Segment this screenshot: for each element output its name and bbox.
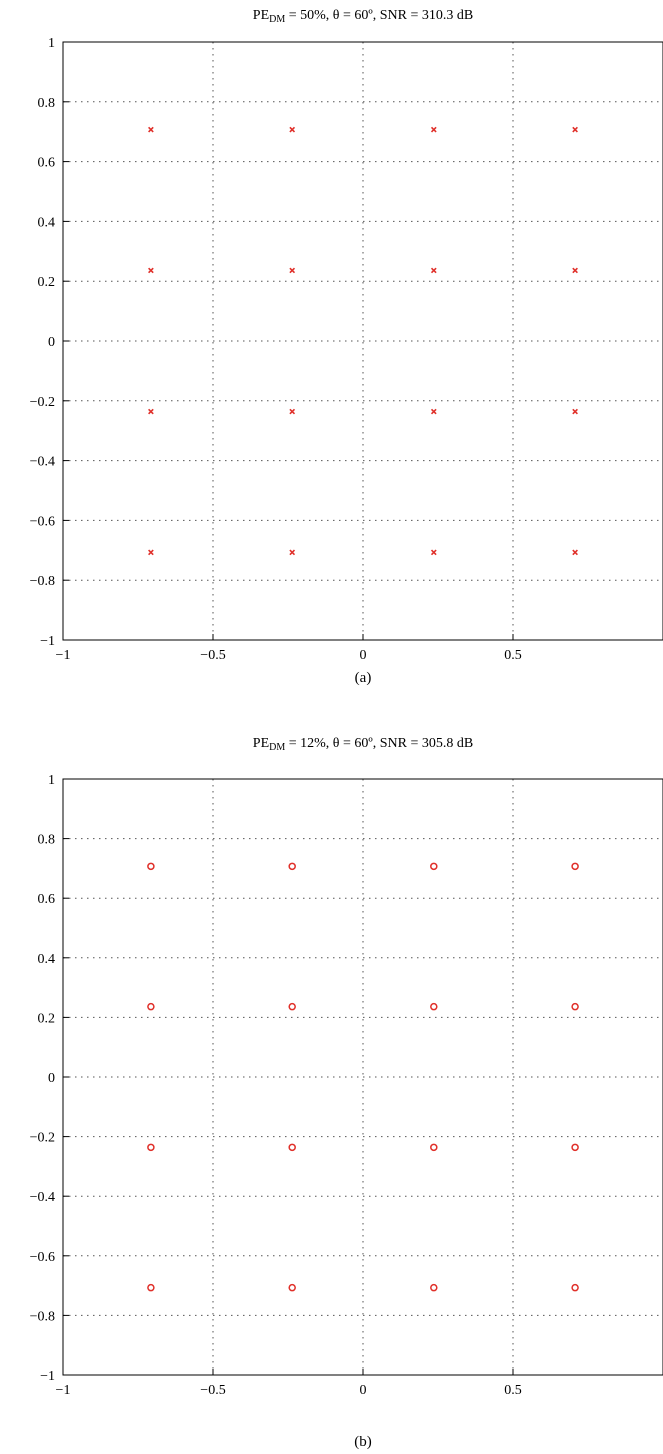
x-tick-label: −0.5 <box>200 648 225 663</box>
data-point <box>430 408 437 415</box>
data-point <box>430 549 437 556</box>
panel-a: PEDM = 50%, θ = 60º, SNR = 310.3 dB 1 0.8… <box>30 8 663 686</box>
y-tick-label: 0.6 <box>38 892 56 907</box>
data-point <box>289 267 296 274</box>
data-point <box>289 549 296 556</box>
data-point <box>147 1283 155 1292</box>
data-point <box>430 1283 438 1292</box>
data-point <box>430 862 438 871</box>
data-point <box>148 408 154 415</box>
x-tick-label: 0.5 <box>504 1383 522 1398</box>
y-tick-label: 0.4 <box>38 952 56 967</box>
points-b <box>147 862 579 1292</box>
data-point <box>430 126 437 133</box>
data-point <box>147 862 155 871</box>
y-tick-label: 1 <box>48 773 55 788</box>
data-point <box>572 126 578 133</box>
x-tick-label: 0 <box>360 648 367 663</box>
data-point <box>288 1002 296 1011</box>
data-point <box>288 1283 296 1292</box>
data-point <box>148 126 154 133</box>
data-point <box>571 1002 579 1011</box>
y-tick-label: −0.8 <box>30 1309 55 1324</box>
grid-b <box>63 779 663 1375</box>
data-point <box>430 1002 438 1011</box>
data-point <box>147 1002 155 1011</box>
data-point <box>571 1283 579 1292</box>
chart-title-a: PEDM = 50%, θ = 60º, SNR = 310.3 dB <box>253 8 473 25</box>
y-tick-label: 0.8 <box>38 96 56 111</box>
x-tick-label: −1 <box>56 1383 71 1398</box>
caption-a: (a) <box>355 670 372 686</box>
data-point <box>571 862 579 871</box>
y-tick-label: −0.8 <box>30 574 55 589</box>
data-point <box>572 549 578 556</box>
data-point <box>148 267 154 274</box>
ticks-b <box>62 778 663 1376</box>
y-tick-label: −1 <box>40 1369 55 1384</box>
x-tick-labels-a: −1−0.500.51 <box>56 648 663 663</box>
data-point <box>289 408 296 415</box>
y-tick-label: 0.8 <box>38 833 56 848</box>
grid-a <box>63 42 663 640</box>
y-tick-label: −0.4 <box>30 455 55 470</box>
y-tick-label: −1 <box>40 634 55 649</box>
panel-b: PEDM = 12%, θ = 60º, SNR = 305.8 dB 1 0.8… <box>30 736 663 1450</box>
y-tick-labels-a: 1 0.8 0.6 0.4 0.2 0 −0.2 −0.4 −0.6 −0.8 −1 <box>30 36 55 649</box>
x-tick-label: 0.5 <box>504 648 522 663</box>
y-tick-label: 0.6 <box>38 156 56 171</box>
y-tick-label: −0.4 <box>30 1190 55 1205</box>
y-tick-label: −0.6 <box>30 514 55 529</box>
chart-title-b: PEDM = 12%, θ = 60º, SNR = 305.8 dB <box>253 736 473 753</box>
data-point <box>571 1143 579 1152</box>
y-tick-label: 1 <box>48 36 55 51</box>
data-point <box>288 862 296 871</box>
data-point <box>288 1143 296 1152</box>
points-a <box>148 126 578 556</box>
y-tick-label: −0.2 <box>30 1131 55 1146</box>
data-point <box>289 126 296 133</box>
x-tick-label: −0.5 <box>200 1383 225 1398</box>
x-tick-label: 0 <box>360 1383 367 1398</box>
y-tick-label: −0.6 <box>30 1250 55 1265</box>
caption-b: (b) <box>354 1434 372 1450</box>
data-point <box>148 549 154 556</box>
ticks-a <box>62 41 663 641</box>
data-point <box>430 1143 438 1152</box>
y-tick-label: 0 <box>48 1071 55 1086</box>
x-tick-label: −1 <box>56 648 71 663</box>
y-tick-label: 0.2 <box>38 1011 56 1026</box>
data-point <box>572 267 578 274</box>
y-tick-label: 0.4 <box>38 215 56 230</box>
data-point <box>430 267 437 274</box>
x-tick-labels-b: −1−0.500.51 <box>56 1383 663 1398</box>
y-tick-labels-b: 1 0.8 0.6 0.4 0.2 0 −0.2 −0.4 −0.6 −0.8 −1 <box>30 773 55 1384</box>
data-point <box>572 408 578 415</box>
y-tick-label: 0.2 <box>38 275 56 290</box>
data-point <box>147 1143 155 1152</box>
y-tick-label: −0.2 <box>30 395 55 410</box>
y-tick-label: 0 <box>48 335 55 350</box>
